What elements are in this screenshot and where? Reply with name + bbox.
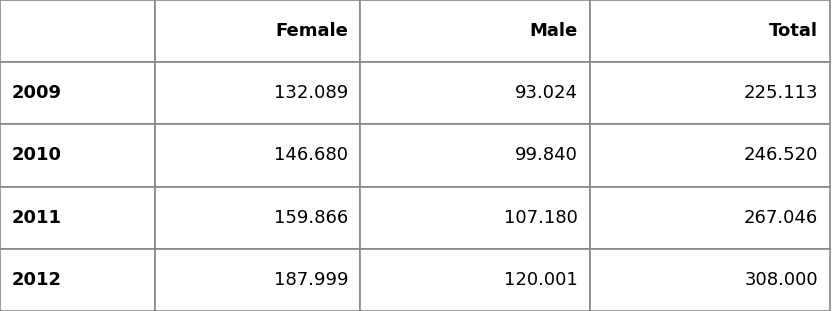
Bar bbox=[0, 62, 155, 124]
Text: 159.866: 159.866 bbox=[274, 209, 348, 227]
Bar bbox=[360, 187, 590, 249]
Bar bbox=[360, 124, 590, 187]
Text: 93.024: 93.024 bbox=[515, 84, 578, 102]
Text: 146.680: 146.680 bbox=[274, 146, 348, 165]
Text: 308.000: 308.000 bbox=[744, 271, 818, 289]
Text: 132.089: 132.089 bbox=[274, 84, 348, 102]
Text: 2010: 2010 bbox=[12, 146, 62, 165]
Text: 267.046: 267.046 bbox=[743, 209, 818, 227]
Bar bbox=[590, 124, 830, 187]
Bar bbox=[155, 249, 360, 311]
Bar bbox=[155, 62, 360, 124]
Bar bbox=[0, 187, 155, 249]
Text: 120.001: 120.001 bbox=[504, 271, 578, 289]
Bar bbox=[155, 124, 360, 187]
Text: 225.113: 225.113 bbox=[743, 84, 818, 102]
Text: Female: Female bbox=[275, 22, 348, 40]
Text: 246.520: 246.520 bbox=[743, 146, 818, 165]
Text: 187.999: 187.999 bbox=[274, 271, 348, 289]
Text: 107.180: 107.180 bbox=[504, 209, 578, 227]
Text: 2012: 2012 bbox=[12, 271, 62, 289]
Bar bbox=[590, 0, 830, 62]
Bar bbox=[0, 0, 155, 62]
Text: 99.840: 99.840 bbox=[515, 146, 578, 165]
Bar bbox=[360, 62, 590, 124]
Bar bbox=[360, 249, 590, 311]
Text: 2011: 2011 bbox=[12, 209, 62, 227]
Bar bbox=[360, 0, 590, 62]
Bar bbox=[155, 187, 360, 249]
Bar bbox=[590, 62, 830, 124]
Bar bbox=[590, 249, 830, 311]
Bar bbox=[0, 124, 155, 187]
Text: Male: Male bbox=[529, 22, 578, 40]
Bar bbox=[0, 249, 155, 311]
Text: Total: Total bbox=[769, 22, 818, 40]
Bar bbox=[155, 0, 360, 62]
Text: 2009: 2009 bbox=[12, 84, 62, 102]
Bar bbox=[590, 187, 830, 249]
